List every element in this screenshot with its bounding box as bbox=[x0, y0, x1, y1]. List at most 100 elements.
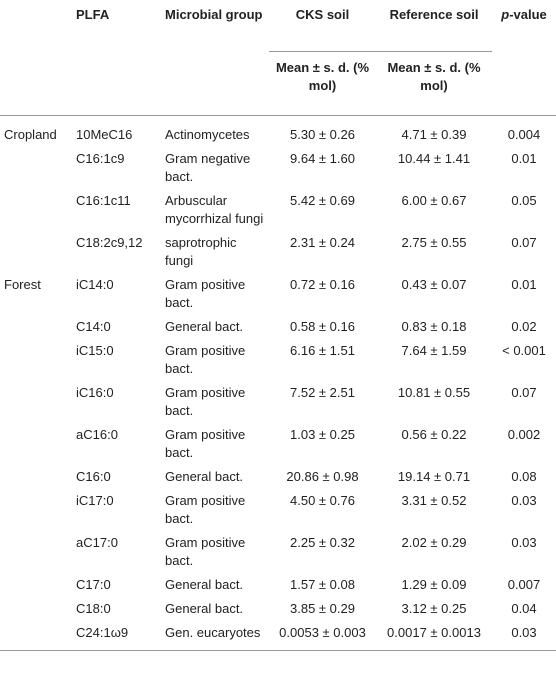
cell-cks: 20.86 ± 0.98 bbox=[286, 468, 359, 484]
table-row: C14:0 General bact. 0.58 ± 0.16 0.83 ± 0.18… bbox=[0, 315, 556, 339]
header-cks-soil: CKS soil bbox=[269, 0, 376, 51]
table-row: aC17:0 Gram positive bact. 2.25 ± 0.32 2.02… bbox=[0, 531, 556, 573]
cell-ref: 10.44 ± 1.41 bbox=[397, 150, 471, 166]
cell-cks: 3.85 ± 0.29 bbox=[290, 600, 355, 616]
cell-site bbox=[0, 189, 72, 231]
cell-plfa: iC14:0 bbox=[76, 276, 114, 292]
cell-site: Forest bbox=[4, 276, 41, 292]
cell-ref: 4.71 ± 0.39 bbox=[401, 126, 467, 142]
cell-group: Gram positive bact. bbox=[165, 426, 246, 460]
cell-p-value: 0.08 bbox=[511, 468, 537, 484]
cell-group: General bact. bbox=[165, 318, 244, 334]
cell-ref: 3.12 ± 0.25 bbox=[401, 600, 467, 616]
cell-ref: 0.0017 ± 0.0013 bbox=[376, 620, 492, 651]
cell-plfa: C14:0 bbox=[76, 318, 111, 334]
cell-p-value: 0.05 bbox=[511, 192, 537, 208]
cell-site bbox=[0, 597, 72, 621]
cell-site bbox=[0, 381, 72, 423]
cell-site bbox=[0, 423, 72, 465]
cell-group: Gram positive bact. bbox=[165, 342, 246, 376]
cell-group: Arbuscular mycorrhizal fungi bbox=[165, 192, 264, 226]
cell-p-value: 0.01 bbox=[511, 150, 537, 166]
cell-group: Gram positive bact. bbox=[165, 384, 246, 418]
table-row: aC16:0 Gram positive bact. 1.03 ± 0.25 0.56… bbox=[0, 423, 556, 465]
cell-p-value: 0.04 bbox=[511, 600, 537, 616]
table-row: C16:0 General bact. 20.86 ± 0.98 19.14 ± 0.… bbox=[0, 465, 556, 489]
cell-group: Gen. eucaryotes bbox=[161, 620, 269, 651]
header-p-value: p-value bbox=[492, 0, 556, 51]
subheader-mean-cks: Mean ± s. d. (% mol) bbox=[269, 50, 376, 115]
header-p-letter: p bbox=[501, 7, 510, 22]
cell-cks: 6.16 ± 1.51 bbox=[290, 342, 355, 358]
cell-ref: 2.02 ± 0.29 bbox=[401, 534, 467, 550]
cell-ref: 1.29 ± 0.09 bbox=[401, 576, 467, 592]
table-body: Cropland 10MeC16 Actinomycetes 5.30 ± 0.26 4… bbox=[0, 115, 556, 651]
table-row: C16:1c9 Gram negative bact. 9.64 ± 1.60 10.… bbox=[0, 147, 556, 189]
subheader-empty-2 bbox=[72, 51, 161, 115]
cell-site bbox=[0, 573, 72, 597]
cell-p-value: 0.004 bbox=[507, 126, 541, 142]
cell-group: Actinomycetes bbox=[165, 126, 250, 142]
cell-cks: 2.31 ± 0.24 bbox=[290, 234, 355, 250]
cell-plfa: C16:1c11 bbox=[76, 192, 131, 208]
cell-cks: 0.58 ± 0.16 bbox=[290, 318, 355, 334]
cell-plfa: iC15:0 bbox=[76, 342, 114, 358]
cell-p-value: < 0.001 bbox=[502, 342, 546, 358]
table-row: iC17:0 Gram positive bact. 4.50 ± 0.76 3.31… bbox=[0, 489, 556, 531]
header-plfa: PLFA bbox=[72, 0, 161, 51]
cell-p-value: 0.07 bbox=[511, 234, 537, 250]
cell-cks: 7.52 ± 2.51 bbox=[290, 384, 355, 400]
cell-site bbox=[0, 147, 72, 189]
cell-plfa: C16:1c9 bbox=[76, 150, 125, 166]
cell-ref: 2.75 ± 0.55 bbox=[401, 234, 467, 250]
cell-plfa: C24:1ω9 bbox=[72, 620, 161, 651]
cell-cks: 0.0053 ± 0.003 bbox=[269, 620, 376, 651]
cell-p-value: 0.03 bbox=[511, 534, 537, 550]
cell-p-value: 0.007 bbox=[507, 576, 541, 592]
cell-cks: 5.42 ± 0.69 bbox=[290, 192, 355, 208]
cell-site: Cropland bbox=[4, 126, 57, 142]
cell-group: General bact. bbox=[165, 468, 244, 484]
cell-ref: 10.81 ± 0.55 bbox=[397, 384, 471, 400]
cell-plfa: C18:0 bbox=[76, 600, 111, 616]
header-microbial-group: Microbial group bbox=[161, 0, 269, 51]
header-cks-soil-label: CKS soil bbox=[295, 7, 350, 22]
cell-cks: 9.64 ± 1.60 bbox=[290, 150, 355, 166]
cell-cks: 2.25 ± 0.32 bbox=[290, 534, 355, 550]
cell-plfa: C18:2c9,12 bbox=[76, 234, 143, 250]
table-row: Cropland 10MeC16 Actinomycetes 5.30 ± 0.26 4… bbox=[0, 115, 556, 147]
cell-plfa: iC17:0 bbox=[76, 492, 114, 508]
cell-p-value: 0.03 bbox=[492, 620, 556, 651]
cell-plfa: aC16:0 bbox=[76, 426, 118, 442]
subheader-empty-3 bbox=[161, 51, 269, 115]
subheader-empty-4 bbox=[492, 51, 556, 115]
subheader-mean-ref: Mean ± s. d. (% mol) bbox=[376, 50, 492, 115]
table-row: iC15:0 Gram positive bact. 6.16 ± 1.51 7.64… bbox=[0, 339, 556, 381]
cell-group: Gram negative bact. bbox=[165, 150, 251, 184]
cell-site bbox=[0, 620, 72, 651]
cell-ref: 19.14 ± 0.71 bbox=[397, 468, 471, 484]
cell-group: Gram positive bact. bbox=[165, 276, 246, 310]
table-row: C16:1c11 Arbuscular mycorrhizal fungi 5.42… bbox=[0, 189, 556, 231]
cell-plfa: C16:0 bbox=[76, 468, 111, 484]
cell-plfa: aC17:0 bbox=[76, 534, 118, 550]
cell-site bbox=[0, 315, 72, 339]
cell-cks: 5.30 ± 0.26 bbox=[290, 126, 355, 142]
table-row: Forest iC14:0 Gram positive bact. 0.72 ± 0.… bbox=[0, 273, 556, 315]
header-row: PLFA Microbial group CKS soil Reference … bbox=[0, 0, 556, 51]
table-row: C18:2c9,12 saprotrophic fungi 2.31 ± 0.24 2… bbox=[0, 231, 556, 273]
cell-group: Gram positive bact. bbox=[165, 492, 246, 526]
cell-cks: 1.57 ± 0.08 bbox=[290, 576, 355, 592]
cell-plfa: 10MeC16 bbox=[76, 126, 133, 142]
header-site bbox=[0, 0, 72, 51]
table-row: C17:0 General bact. 1.57 ± 0.08 1.29 ± 0.09… bbox=[0, 573, 556, 597]
cell-group: General bact. bbox=[165, 600, 244, 616]
cell-plfa: iC16:0 bbox=[76, 384, 114, 400]
cell-site bbox=[0, 231, 72, 273]
cell-p-value: 0.03 bbox=[511, 492, 537, 508]
header-p-suffix: -value bbox=[509, 7, 547, 22]
cell-cks: 4.50 ± 0.76 bbox=[290, 492, 355, 508]
table-row: C18:0 General bact. 3.85 ± 0.29 3.12 ± 0.25… bbox=[0, 597, 556, 621]
cell-site bbox=[0, 489, 72, 531]
table-row: iC16:0 Gram positive bact. 7.52 ± 2.51 10.8… bbox=[0, 381, 556, 423]
